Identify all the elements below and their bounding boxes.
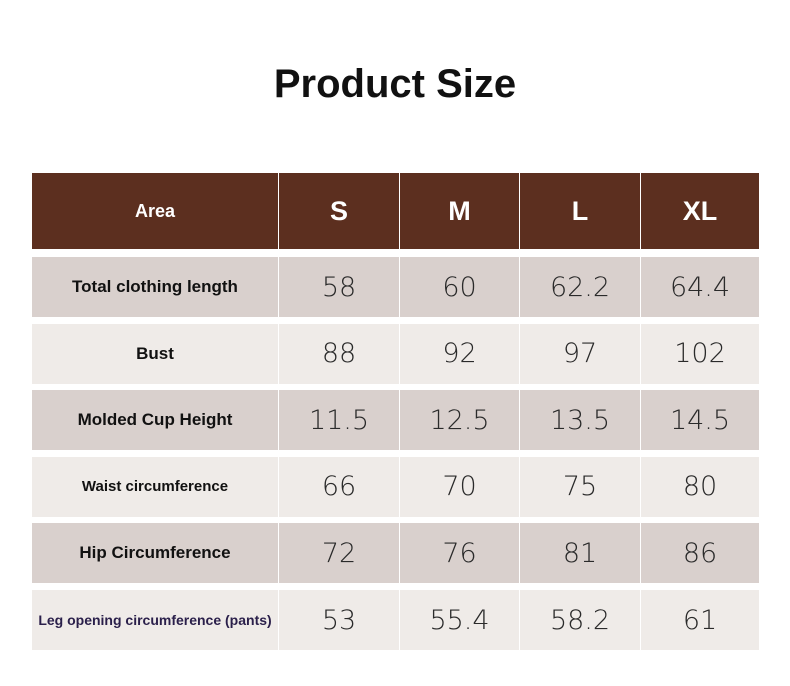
size-value: 13.5	[520, 390, 640, 451]
size-value: 11.5	[279, 390, 399, 451]
size-value: 58	[279, 257, 399, 317]
size-value: 97	[520, 323, 640, 384]
size-value: 81	[520, 523, 640, 584]
size-value: 12.5	[400, 390, 519, 451]
size-value: 61	[641, 590, 759, 650]
size-value: 62.2	[520, 257, 640, 317]
size-value: 72	[279, 523, 399, 584]
size-value: 14.5	[641, 390, 759, 451]
title: Product Size	[273, 62, 517, 106]
row-label: Total clothing length	[32, 257, 278, 317]
row-label: Waist circumference	[32, 456, 278, 517]
column-header: Area	[32, 173, 278, 249]
size-value: 58.2	[520, 590, 640, 650]
size-value: 80	[641, 456, 759, 517]
size-value: 60	[400, 257, 519, 317]
size-value: 70	[400, 456, 519, 517]
column-header: S	[279, 173, 399, 249]
size-value: 55.4	[400, 590, 519, 650]
column-header: M	[400, 173, 519, 249]
size-value: 92	[400, 323, 519, 384]
size-value: 76	[400, 523, 519, 584]
column-header: L	[520, 173, 640, 249]
size-value: 86	[641, 523, 759, 584]
row-label: Bust	[32, 323, 278, 384]
size-value: 102	[641, 323, 759, 384]
size-value: 64.4	[641, 257, 759, 317]
row-label: Hip Circumference	[32, 523, 278, 584]
row-label: Leg opening circumference (pants)	[32, 590, 278, 650]
row-label: Molded Cup Height	[32, 390, 278, 451]
size-value: 66	[279, 456, 399, 517]
size-value: 75	[520, 456, 640, 517]
size-value: 53	[279, 590, 399, 650]
size-value: 88	[279, 323, 399, 384]
column-header: XL	[641, 173, 759, 249]
